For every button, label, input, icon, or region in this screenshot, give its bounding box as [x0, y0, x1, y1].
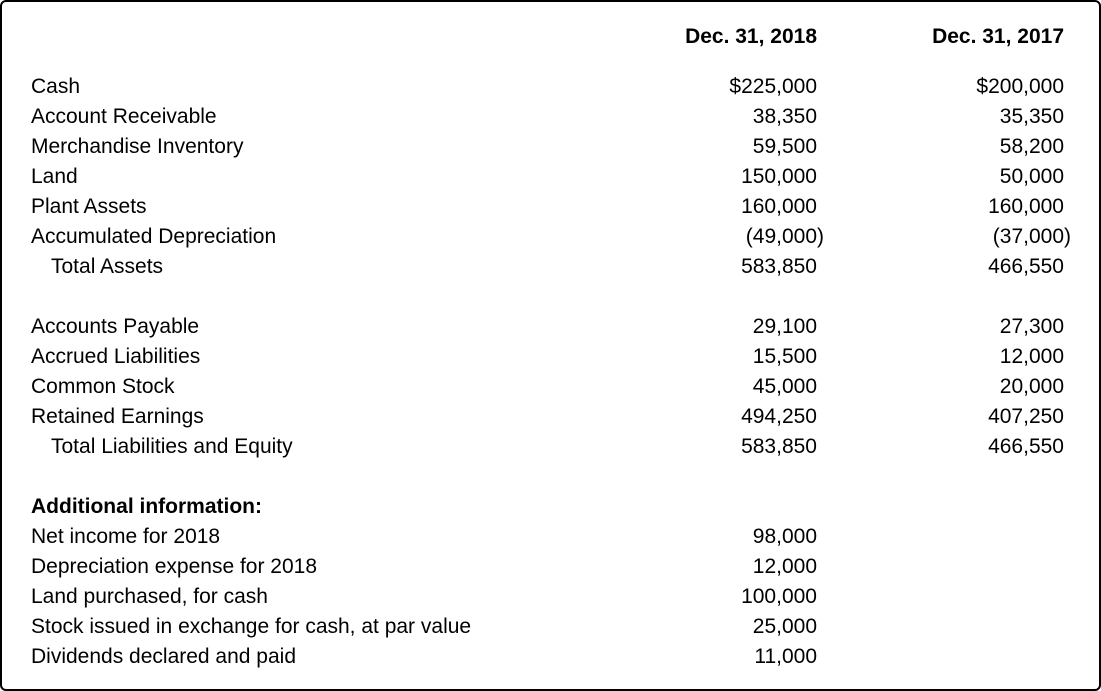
row-value-2018: 11,000	[754, 645, 817, 668]
table-row: Accumulated Depreciation (49,000) (37,000)	[31, 222, 1071, 252]
row-value-2017: 466,550	[988, 255, 1064, 278]
row-value-2017: (37,000)	[992, 225, 1071, 248]
additional-information-section: Additional information: Net income for 2…	[31, 492, 1071, 672]
table-row: Total Assets 583,850 466,550	[31, 252, 1071, 282]
row-label: Common Stock	[31, 375, 175, 398]
row-label: Total Assets	[51, 255, 164, 278]
assets-section: Cash $225,000 $200,000 Account Receivable 38…	[31, 72, 1071, 282]
row-value-2018: 583,850	[741, 435, 817, 458]
table-row: Total Liabilities and Equity 583,850 466,5…	[31, 432, 1071, 462]
row-label: Retained Earnings	[31, 405, 204, 428]
table-row: Plant Assets 160,000 160,000	[31, 192, 1071, 222]
row-value-2017: 12,000	[999, 345, 1064, 368]
row-value-2018: 15,500	[752, 345, 817, 368]
table-row: Net income for 2018 98,000	[31, 522, 1071, 552]
row-label: Land	[31, 165, 78, 188]
table-row: Accounts Payable 29,100 27,300	[31, 312, 1071, 342]
row-value-2017: 27,300	[999, 315, 1064, 338]
table-row: Merchandise Inventory 59,500 58,200	[31, 132, 1071, 162]
row-value-2017	[824, 522, 1071, 552]
row-label: Land purchased, for cash	[31, 585, 268, 608]
row-value-2018: 150,000	[741, 165, 817, 188]
header-spacer	[31, 22, 639, 52]
row-label: Account Receivable	[31, 105, 217, 128]
row-value-2018: 59,500	[752, 135, 817, 158]
table-row: Cash $225,000 $200,000	[31, 72, 1071, 102]
row-label: Dividends declared and paid	[31, 645, 297, 668]
table-row: Dividends declared and paid 11,000	[31, 642, 1071, 672]
table-row: Retained Earnings 494,250 407,250	[31, 402, 1071, 432]
row-value-2017: $200,000	[976, 75, 1064, 98]
row-value-2018: (49,000)	[745, 225, 824, 248]
row-label: Accrued Liabilities	[31, 345, 201, 368]
row-value-2018: 583,850	[741, 255, 817, 278]
row-value-2017: 35,350	[999, 105, 1064, 128]
row-value-2017: 466,550	[988, 435, 1064, 458]
additional-information-rows: Net income for 2018 98,000 Depreciation ex…	[31, 522, 1071, 672]
row-value-2018: 100,000	[741, 585, 817, 608]
row-value-2018: 12,000	[752, 555, 817, 578]
table-row: Accrued Liabilities 15,500 12,000	[31, 342, 1071, 372]
table-row: Land purchased, for cash 100,000	[31, 582, 1071, 612]
row-value-2017: 407,250	[988, 405, 1064, 428]
row-label: Plant Assets	[31, 195, 147, 218]
row-value-2017	[824, 612, 1071, 642]
row-value-2017: 160,000	[988, 195, 1064, 218]
row-value-2018: 29,100	[752, 315, 817, 338]
row-value-2018: 98,000	[752, 525, 817, 548]
table-row: Common Stock 45,000 20,000	[31, 372, 1071, 402]
row-value-2018: 494,250	[741, 405, 817, 428]
table-row: Stock issued in exchange for cash, at pa…	[31, 612, 1071, 642]
row-value-2017	[824, 552, 1071, 582]
row-label: Total Liabilities and Equity	[51, 435, 293, 458]
row-value-2018: 38,350	[752, 105, 817, 128]
row-label: Accumulated Depreciation	[31, 225, 277, 248]
table-row: Account Receivable 38,350 35,350	[31, 102, 1071, 132]
row-value-2017: 20,000	[999, 375, 1064, 398]
row-value-2017: 50,000	[999, 165, 1064, 188]
row-label: Net income for 2018	[31, 525, 221, 548]
empty-cell	[639, 492, 824, 522]
row-label: Stock issued in exchange for cash, at pa…	[31, 615, 472, 638]
additional-information-heading-row: Additional information:	[31, 492, 1071, 522]
row-value-2017	[824, 642, 1071, 672]
row-value-2018: 160,000	[741, 195, 817, 218]
table-row: Depreciation expense for 2018 12,000	[31, 552, 1071, 582]
additional-information-heading: Additional information:	[31, 495, 262, 518]
row-label: Depreciation expense for 2018	[31, 555, 318, 578]
row-value-2018: $225,000	[729, 75, 817, 98]
row-label: Accounts Payable	[31, 315, 200, 338]
row-value-2018: 45,000	[752, 375, 817, 398]
row-label: Merchandise Inventory	[31, 135, 244, 158]
liabilities-equity-section: Accounts Payable 29,100 27,300 Accrued Liab…	[31, 312, 1071, 462]
row-value-2017	[824, 582, 1071, 612]
empty-cell	[824, 492, 1071, 522]
table-row: Land 150,000 50,000	[31, 162, 1071, 192]
table-header-row: Dec. 31, 2018 Dec. 31, 2017	[31, 22, 1071, 52]
row-value-2018: 25,000	[752, 615, 817, 638]
column-header-dec-31-2018: Dec. 31, 2018	[685, 25, 817, 48]
column-header-dec-31-2017: Dec. 31, 2017	[932, 25, 1064, 48]
row-value-2017: 58,200	[999, 135, 1064, 158]
row-label: Cash	[31, 75, 81, 98]
